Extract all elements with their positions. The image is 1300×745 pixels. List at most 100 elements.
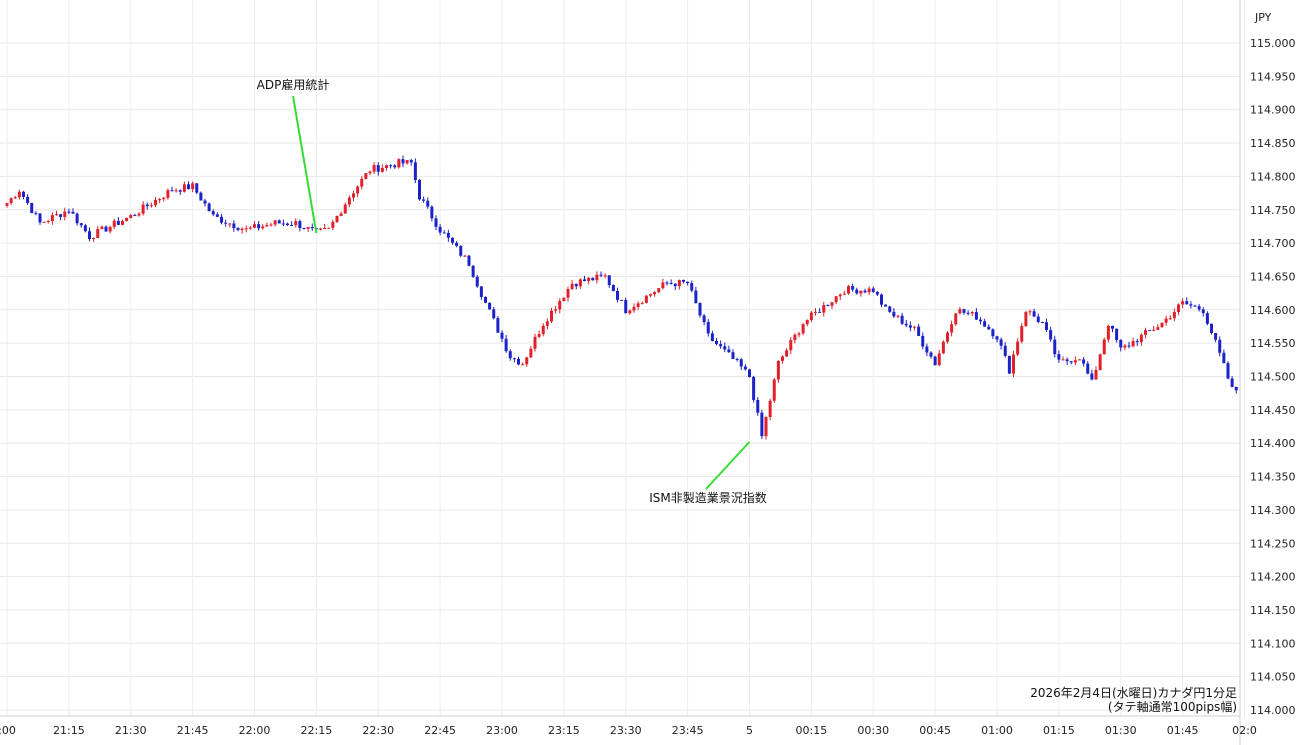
candle-down	[26, 196, 30, 204]
candle-down	[694, 290, 698, 304]
candle-down	[1057, 354, 1061, 360]
grid	[0, 0, 1245, 716]
candle-up	[1168, 318, 1172, 320]
candle-down	[710, 333, 714, 341]
candle-up	[768, 400, 772, 417]
candle-down	[203, 200, 207, 204]
candle-up	[764, 416, 768, 437]
y-tick-labels: 115.000 114.950 114.900 114.850 114.800 114.7…	[1250, 37, 1296, 717]
candle-down	[290, 224, 294, 226]
candle-down	[467, 255, 471, 266]
y-tick-label: 114.600	[1250, 304, 1296, 317]
y-tick-label: 114.900	[1250, 104, 1296, 117]
candle-down	[1049, 330, 1053, 340]
candle-down	[83, 225, 87, 232]
candle-up	[1144, 330, 1147, 335]
x-tick-label: 01:00	[981, 724, 1013, 737]
candle-down	[484, 296, 487, 303]
annotation-leader-ism	[705, 441, 751, 490]
candle-up	[162, 197, 166, 200]
candle-up	[228, 223, 232, 225]
candle-up	[1020, 326, 1024, 342]
candle-down	[401, 159, 405, 164]
candle-down	[743, 366, 747, 370]
candle-down	[884, 304, 888, 307]
candle-up	[867, 288, 871, 293]
candle-up	[405, 160, 409, 164]
candle-down	[438, 226, 442, 233]
candle-up	[632, 306, 636, 311]
candle-up	[937, 353, 941, 366]
candle-down	[286, 223, 289, 225]
currency-label: JPY	[1254, 11, 1272, 24]
candle-down	[665, 282, 669, 284]
candle-down	[583, 279, 586, 282]
candle-up	[166, 190, 170, 198]
y-tick-label: 114.650	[1250, 270, 1296, 283]
candle-down	[1036, 316, 1040, 322]
candle-down	[591, 277, 595, 281]
candle-up	[578, 279, 582, 287]
candle-up	[970, 311, 974, 314]
candle-down	[1201, 309, 1205, 314]
candle-up	[801, 324, 805, 334]
candle-down	[442, 232, 446, 234]
candle-down	[1119, 339, 1123, 348]
candle-down	[962, 309, 966, 313]
candle-up	[63, 211, 67, 217]
candle-down	[59, 214, 63, 217]
candle-down	[723, 346, 727, 350]
candle-up	[50, 215, 54, 222]
candle-up	[112, 220, 116, 227]
candle-up	[182, 184, 186, 192]
candle-up	[1177, 304, 1180, 313]
candle-down	[616, 290, 619, 300]
candle-down	[418, 179, 421, 200]
candle-up	[545, 321, 549, 326]
candle-down	[426, 200, 430, 207]
candle-up	[1164, 318, 1168, 323]
candle-down	[1069, 361, 1073, 363]
candle-down	[38, 213, 42, 223]
y-tick-label: 114.950	[1250, 70, 1296, 83]
candle-up	[554, 309, 558, 311]
candle-down	[871, 288, 875, 292]
candle-up	[294, 221, 298, 226]
candle-up	[789, 340, 793, 351]
candle-up	[1078, 359, 1081, 361]
candle-up	[1160, 322, 1164, 328]
x-tick-label: 01:45	[1167, 724, 1199, 737]
candle-up	[830, 302, 834, 306]
candle-up	[240, 228, 244, 231]
candle-up	[640, 302, 644, 304]
candle-down	[430, 206, 434, 219]
candle-down	[1234, 386, 1238, 391]
candle-down	[719, 344, 723, 347]
x-tick-label: 00:45	[919, 724, 951, 737]
candle-up	[1156, 327, 1160, 330]
candle-up	[129, 215, 133, 219]
candle-down	[298, 221, 302, 229]
candle-up	[244, 228, 248, 230]
candle-down	[1189, 304, 1193, 306]
candle-up	[896, 315, 900, 317]
candle-up	[1012, 354, 1015, 374]
candle-down	[888, 306, 892, 312]
candle-down	[310, 226, 314, 229]
candle-down	[731, 352, 735, 359]
candle-down	[67, 211, 71, 213]
candle-down	[1082, 359, 1086, 364]
candle-up	[1028, 311, 1032, 313]
candles	[5, 155, 1238, 440]
candle-down	[277, 220, 281, 224]
x-tick-label: 21:45	[177, 724, 209, 737]
candle-down	[933, 356, 937, 366]
candle-up	[558, 301, 562, 310]
candle-down	[517, 358, 520, 365]
candle-up	[1102, 339, 1106, 355]
candle-down	[702, 315, 706, 323]
candle-down	[1205, 313, 1209, 324]
candle-up	[653, 292, 657, 295]
x-tick-label: 22:30	[362, 724, 394, 737]
candle-down	[1197, 306, 1201, 310]
